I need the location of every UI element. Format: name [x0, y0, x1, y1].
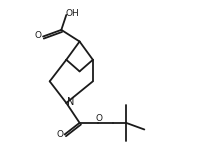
Text: O: O	[95, 114, 102, 123]
Text: OH: OH	[65, 9, 79, 18]
Text: O: O	[35, 31, 42, 40]
Text: O: O	[57, 130, 63, 139]
Text: N: N	[67, 97, 75, 107]
